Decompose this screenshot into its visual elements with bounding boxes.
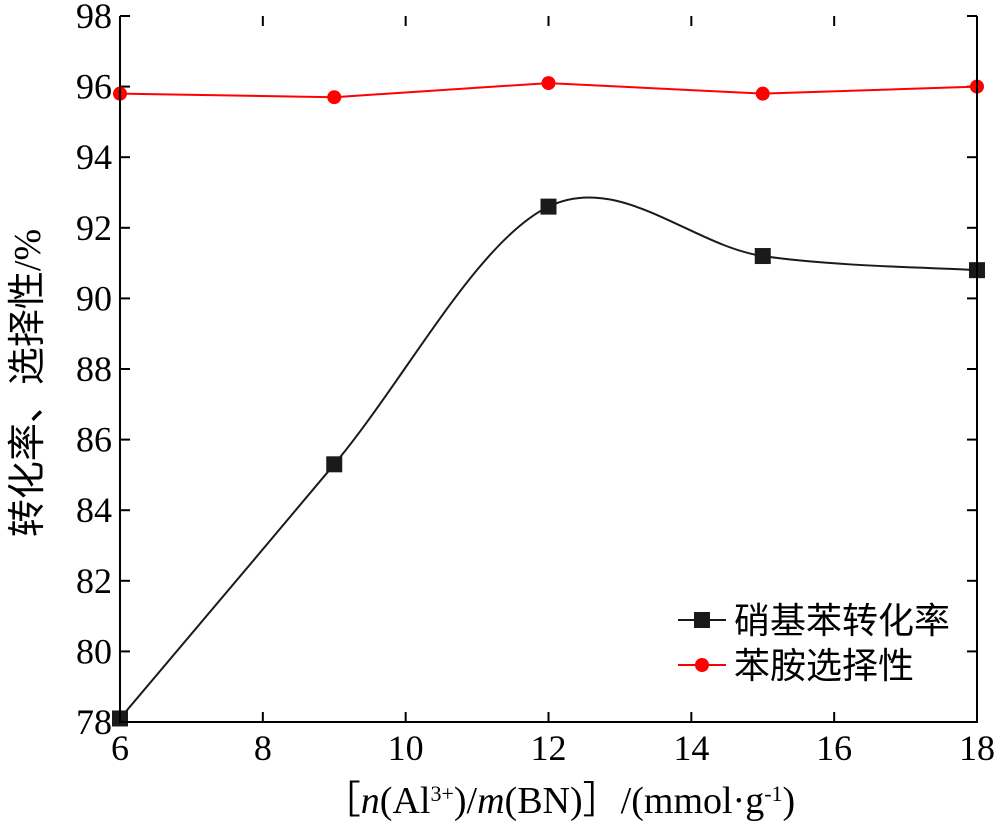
y-tick-label: 78 xyxy=(76,702,112,742)
legend-label-selectivity: 苯胺选择性 xyxy=(734,646,914,686)
y-tick-label: 98 xyxy=(76,0,112,36)
y-tick-label: 96 xyxy=(76,67,112,107)
y-tick-label: 82 xyxy=(76,561,112,601)
x-title-bracket-open: ［ xyxy=(323,780,361,822)
x-tick-label: 16 xyxy=(816,728,852,768)
y-tick-label: 84 xyxy=(76,490,112,530)
x-title-unit: /(mmol·g xyxy=(621,780,765,822)
x-title-end: ) xyxy=(783,780,796,822)
axis-frame xyxy=(119,16,978,723)
data-point-square xyxy=(326,456,343,473)
legend: 硝基苯转化率 苯胺选择性 xyxy=(678,601,950,686)
x-title-m: m xyxy=(477,780,504,822)
x-tick-label: 8 xyxy=(254,728,272,768)
legend-marker-conversion xyxy=(694,612,710,628)
legend-marker-selectivity xyxy=(695,658,709,672)
data-point-square xyxy=(540,198,557,215)
y-tick-label: 94 xyxy=(76,137,112,177)
y-axis-ticks: 78 80 82 84 86 88 90 92 94 96 98 xyxy=(76,0,977,742)
x-title-charge: 3+ xyxy=(430,781,453,806)
data-point-circle xyxy=(327,90,342,105)
plot-area: 78 80 82 84 86 88 90 92 94 96 98 6 8 10 12 14 16 18 xyxy=(76,0,995,768)
x-tick-label: 18 xyxy=(959,728,995,768)
x-title-exp: -1 xyxy=(764,781,782,806)
y-tick-label: 88 xyxy=(76,349,112,389)
y-axis-title: 转化率、选择性/% xyxy=(7,229,49,537)
data-point-circle xyxy=(541,76,556,91)
x-title-bracket-close: ］ xyxy=(583,780,621,822)
data-point-square xyxy=(754,248,771,265)
series-line-0 xyxy=(119,196,978,720)
x-tick-label: 12 xyxy=(531,728,567,768)
x-tick-label: 14 xyxy=(673,728,709,768)
y-tick-label: 92 xyxy=(76,208,112,248)
x-title-bn: (BN) xyxy=(505,780,583,822)
y-tick-label: 80 xyxy=(76,631,112,671)
x-title-n: n xyxy=(361,780,380,822)
legend-item-selectivity: 苯胺选择性 xyxy=(678,646,914,686)
x-axis-ticks: 6 8 10 12 14 16 18 xyxy=(111,16,995,768)
legend-item-conversion: 硝基苯转化率 xyxy=(678,601,950,641)
x-title-mid: )/ xyxy=(454,780,478,822)
x-axis-title: ［n(Al3+)/m(BN)］/(mmol·g-1) xyxy=(323,780,795,822)
legend-label-conversion: 硝基苯转化率 xyxy=(734,601,950,641)
y-tick-label: 90 xyxy=(76,278,112,318)
x-title-al: (Al xyxy=(380,780,431,822)
y-tick-label: 86 xyxy=(76,420,112,460)
data-point-circle xyxy=(755,86,770,101)
x-tick-label: 6 xyxy=(111,728,129,768)
x-tick-label: 10 xyxy=(388,728,424,768)
